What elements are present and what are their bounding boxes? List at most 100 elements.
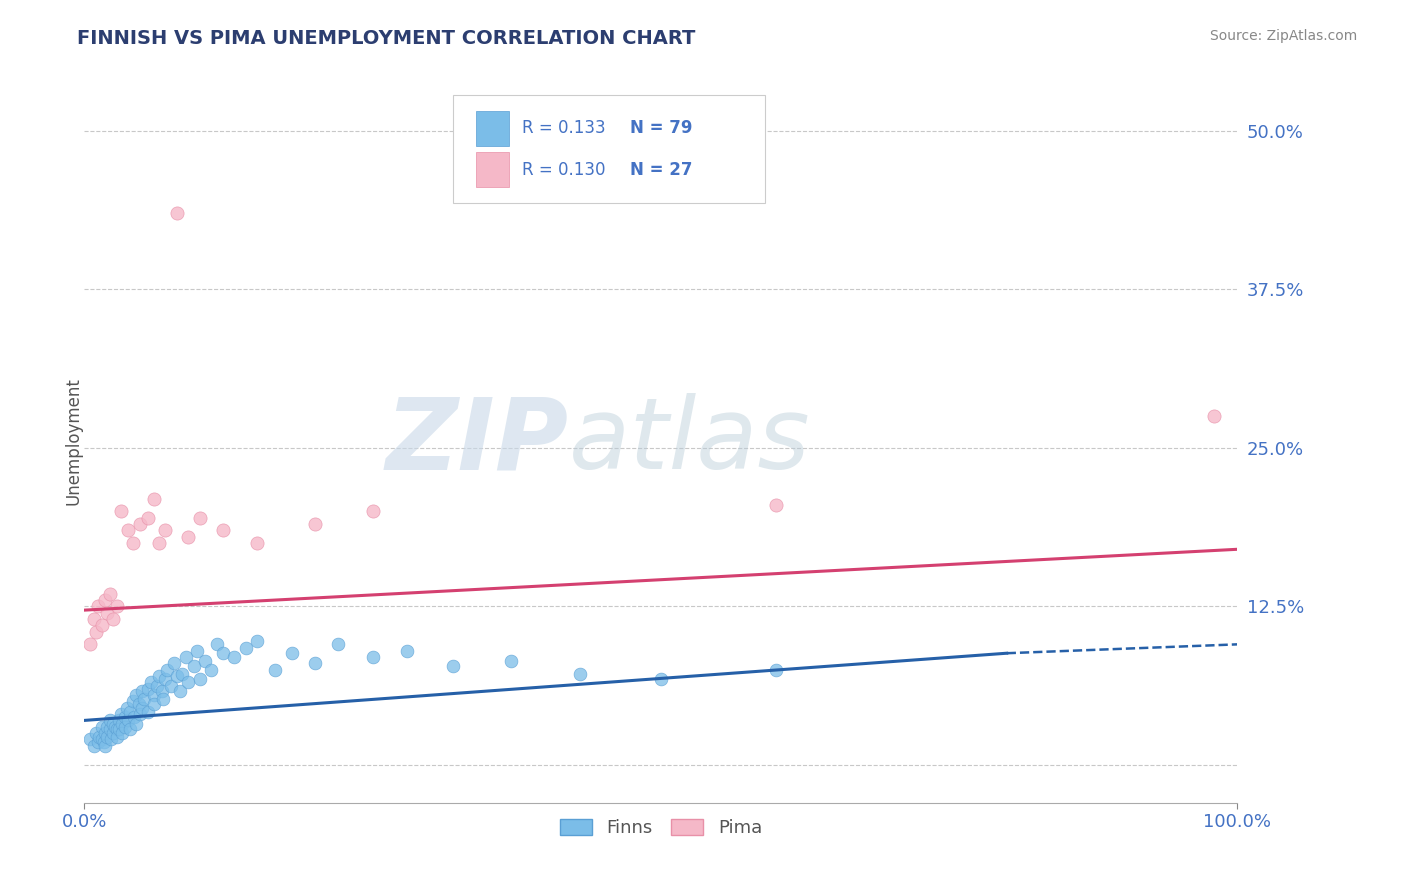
Point: [131, 684, 153, 698]
Point: [304, 516, 326, 531]
Point: [142, 491, 165, 506]
Point: [166, 206, 188, 220]
Point: [128, 516, 150, 531]
Point: [90, 618, 112, 632]
Point: [108, 723, 131, 737]
Point: [115, 700, 138, 714]
Point: [122, 709, 145, 723]
Point: [263, 663, 285, 677]
Text: FINNISH VS PIMA UNEMPLOYMENT CORRELATION CHART: FINNISH VS PIMA UNEMPLOYMENT CORRELATION…: [77, 29, 696, 47]
Point: [128, 707, 150, 722]
Point: [94, 726, 117, 740]
Point: [326, 637, 349, 651]
Point: [136, 705, 159, 719]
Point: [98, 723, 121, 737]
Point: [142, 697, 165, 711]
Point: [765, 663, 787, 677]
FancyBboxPatch shape: [453, 95, 765, 203]
Point: [111, 726, 134, 740]
Point: [281, 646, 304, 660]
Point: [98, 587, 121, 601]
Point: [110, 707, 132, 722]
Point: [172, 666, 194, 681]
Point: [94, 593, 117, 607]
Point: [148, 669, 170, 683]
Point: [160, 679, 183, 693]
Point: [194, 654, 217, 668]
Point: [235, 641, 257, 656]
Point: [83, 612, 105, 626]
Text: ZIP: ZIP: [385, 393, 568, 490]
Point: [396, 643, 419, 657]
Point: [87, 599, 110, 614]
Point: [188, 672, 211, 686]
Point: [96, 730, 118, 744]
Point: [125, 688, 148, 702]
Point: [1204, 409, 1226, 424]
Legend: Finns, Pima: Finns, Pima: [553, 812, 769, 845]
Text: N = 79: N = 79: [630, 120, 692, 137]
Point: [224, 650, 246, 665]
Text: atlas: atlas: [568, 393, 810, 490]
Point: [100, 732, 122, 747]
Point: [163, 657, 186, 671]
Point: [153, 672, 176, 686]
Point: [90, 732, 112, 747]
Point: [105, 599, 128, 614]
Point: [120, 705, 142, 719]
Point: [98, 714, 121, 728]
Point: [128, 697, 150, 711]
Point: [166, 669, 188, 683]
Point: [114, 720, 136, 734]
Point: [125, 717, 148, 731]
Point: [569, 666, 592, 681]
Point: [111, 717, 134, 731]
FancyBboxPatch shape: [477, 153, 509, 187]
Point: [84, 726, 107, 740]
Point: [94, 739, 117, 753]
Point: [117, 523, 139, 537]
Text: Source: ZipAtlas.com: Source: ZipAtlas.com: [1209, 29, 1357, 43]
Point: [211, 523, 233, 537]
Point: [211, 646, 233, 660]
Point: [93, 735, 115, 749]
Point: [361, 650, 384, 665]
Point: [103, 726, 124, 740]
Point: [499, 654, 522, 668]
Point: [79, 732, 101, 747]
Point: [146, 679, 169, 693]
Point: [121, 694, 143, 708]
Point: [131, 700, 153, 714]
Point: [87, 735, 110, 749]
Point: [79, 637, 101, 651]
Point: [114, 709, 136, 723]
FancyBboxPatch shape: [477, 111, 509, 145]
Text: R = 0.130: R = 0.130: [523, 161, 606, 178]
Point: [105, 723, 128, 737]
Point: [148, 536, 170, 550]
Point: [141, 675, 163, 690]
Point: [188, 510, 211, 524]
Point: [650, 672, 672, 686]
Point: [304, 657, 326, 671]
Point: [105, 730, 128, 744]
Point: [90, 720, 112, 734]
Point: [89, 730, 111, 744]
Point: [246, 536, 269, 550]
Point: [441, 659, 464, 673]
Point: [177, 675, 200, 690]
Point: [765, 498, 787, 512]
Y-axis label: Unemployment: Unemployment: [65, 377, 82, 506]
Point: [183, 659, 205, 673]
Point: [150, 684, 173, 698]
Point: [156, 663, 179, 677]
Point: [246, 633, 269, 648]
Point: [136, 510, 159, 524]
Point: [104, 720, 127, 734]
Point: [174, 650, 197, 665]
Text: R = 0.133: R = 0.133: [523, 120, 606, 137]
Point: [134, 691, 156, 706]
Point: [120, 723, 142, 737]
Point: [96, 720, 118, 734]
Point: [121, 536, 143, 550]
